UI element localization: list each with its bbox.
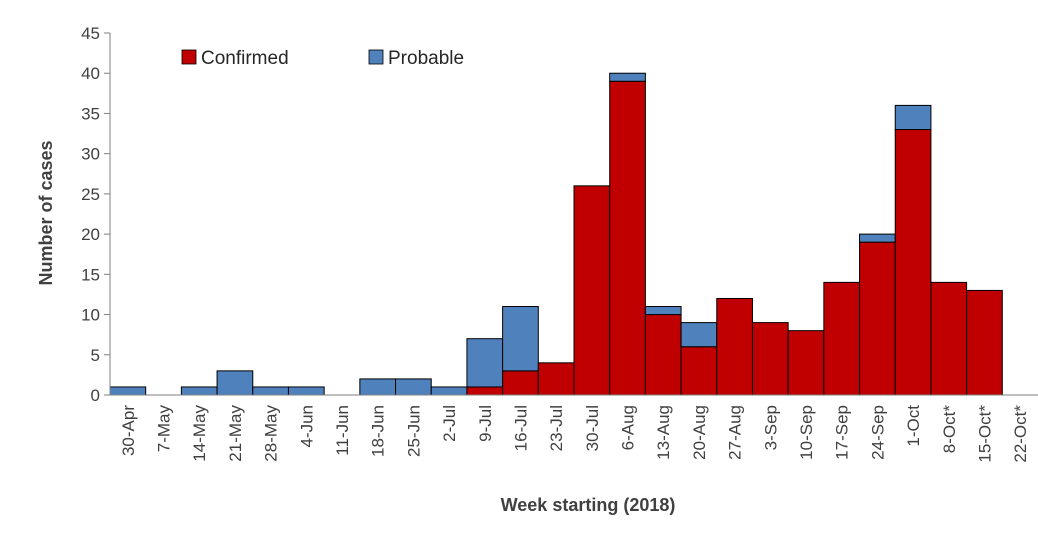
x-tick-label-21-May: 21-May (226, 405, 245, 462)
legend-swatch-confirmed (181, 49, 197, 65)
bar-confirmed-9-Jul (466, 386, 504, 396)
bar-confirmed-10-Sep (787, 330, 825, 396)
bar-probable-2-Jul (430, 386, 468, 396)
bar-confirmed-30-Jul (573, 185, 611, 396)
x-tick-label-18-Jun: 18-Jun (369, 405, 388, 457)
y-tick-label-30: 30 (81, 145, 100, 164)
bar-confirmed-16-Jul (502, 370, 539, 396)
bar-probable-20-Aug (680, 322, 718, 348)
x-tick-label-9-Jul: 9-Jul (476, 405, 495, 442)
x-tick-label-2-Jul: 2-Jul (440, 405, 459, 442)
bar-probable-14-May (180, 386, 218, 396)
legend: Confirmed Probable (181, 48, 464, 69)
bar-probable-25-Jun (395, 378, 432, 396)
y-tick-label-10: 10 (81, 306, 100, 325)
x-tick-label-1-Oct: 1-Oct (904, 405, 923, 447)
x-ticks-group: 30-Apr 7-May 14-May 21-May 28-May 4-Jun 11-Jun… (119, 405, 1030, 463)
x-axis-title: Week starting (2018) (501, 495, 676, 515)
x-tick-label-25-Jun: 25-Jun (404, 405, 423, 457)
x-tick-label-7-May: 7-May (155, 405, 174, 453)
y-tick-label-15: 15 (81, 265, 100, 284)
bar-probable-16-Jul (502, 306, 539, 372)
bars-group (109, 72, 1003, 396)
x-tick-label-27-Aug: 27-Aug (726, 405, 745, 460)
x-tick-label-24-Sep: 24-Sep (868, 405, 887, 460)
y-tick-label-40: 40 (81, 64, 100, 83)
x-tick-label-30-Apr: 30-Apr (119, 405, 138, 456)
x-tick-label-28-May: 28-May (262, 405, 281, 462)
bar-probable-30-Apr (109, 386, 147, 396)
x-tick-label-6-Aug: 6-Aug (619, 405, 638, 450)
bar-probable-1-Oct (894, 104, 932, 131)
y-tick-label-35: 35 (81, 104, 100, 123)
bar-probable-6-Aug (609, 72, 646, 82)
bar-probable-18-Jun (359, 378, 397, 396)
bar-probable-21-May (216, 370, 254, 396)
x-tick-label-17-Sep: 17-Sep (833, 405, 852, 460)
bar-confirmed-1-Oct (894, 129, 932, 396)
bar-confirmed-23-Jul (537, 362, 575, 396)
x-tick-label-16-Jul: 16-Jul (511, 405, 530, 451)
bar-probable-13-Aug (644, 306, 682, 316)
y-tick-label-25: 25 (81, 185, 100, 204)
x-tick-label-23-Jul: 23-Jul (547, 405, 566, 451)
legend-label-confirmed: Confirmed (201, 48, 289, 69)
legend-swatch-probable (368, 49, 384, 65)
x-tick-label-13-Aug: 13-Aug (654, 405, 673, 460)
x-tick-label-30-Jul: 30-Jul (583, 405, 602, 451)
bar-probable-24-Sep (859, 233, 896, 243)
bar-confirmed-8-Oct (930, 281, 968, 396)
bar-probable-9-Jul (466, 338, 504, 388)
y-tick-label-20: 20 (81, 225, 100, 244)
bar-confirmed-15-Oct (966, 289, 1003, 396)
y-axis-title: Number of cases (36, 140, 56, 285)
x-tick-label-8-Oct: 8-Oct* (940, 405, 959, 454)
bar-confirmed-27-Aug (716, 297, 753, 396)
bar-confirmed-3-Sep (751, 322, 789, 396)
bar-probable-4-Jun (287, 386, 325, 396)
y-ticks-group: 0 5 10 15 20 25 30 35 40 45 (81, 24, 110, 405)
axes-group (109, 33, 1038, 396)
y-tick-label-0: 0 (91, 386, 100, 405)
y-tick-label-5: 5 (91, 346, 100, 365)
y-tick-label-45: 45 (81, 24, 100, 43)
bar-confirmed-20-Aug (680, 346, 718, 396)
legend-label-probable: Probable (388, 48, 464, 69)
x-tick-label-20-Aug: 20-Aug (690, 405, 709, 460)
bar-confirmed-6-Aug (609, 80, 646, 396)
bar-confirmed-24-Sep (859, 241, 896, 396)
x-tick-label-4-Jun: 4-Jun (297, 405, 316, 448)
x-tick-label-10-Sep: 10-Sep (797, 405, 816, 460)
bar-confirmed-17-Sep (823, 281, 861, 396)
x-tick-label-11-Jun: 11-Jun (333, 405, 352, 456)
x-tick-label-22-Oct: 22-Oct* (1011, 405, 1030, 463)
x-tick-label-14-May: 14-May (190, 405, 209, 462)
x-tick-label-15-Oct: 15-Oct* (975, 405, 994, 463)
bar-probable-28-May (252, 386, 289, 396)
bar-confirmed-13-Aug (644, 314, 682, 396)
x-tick-label-3-Sep: 3-Sep (761, 405, 780, 450)
